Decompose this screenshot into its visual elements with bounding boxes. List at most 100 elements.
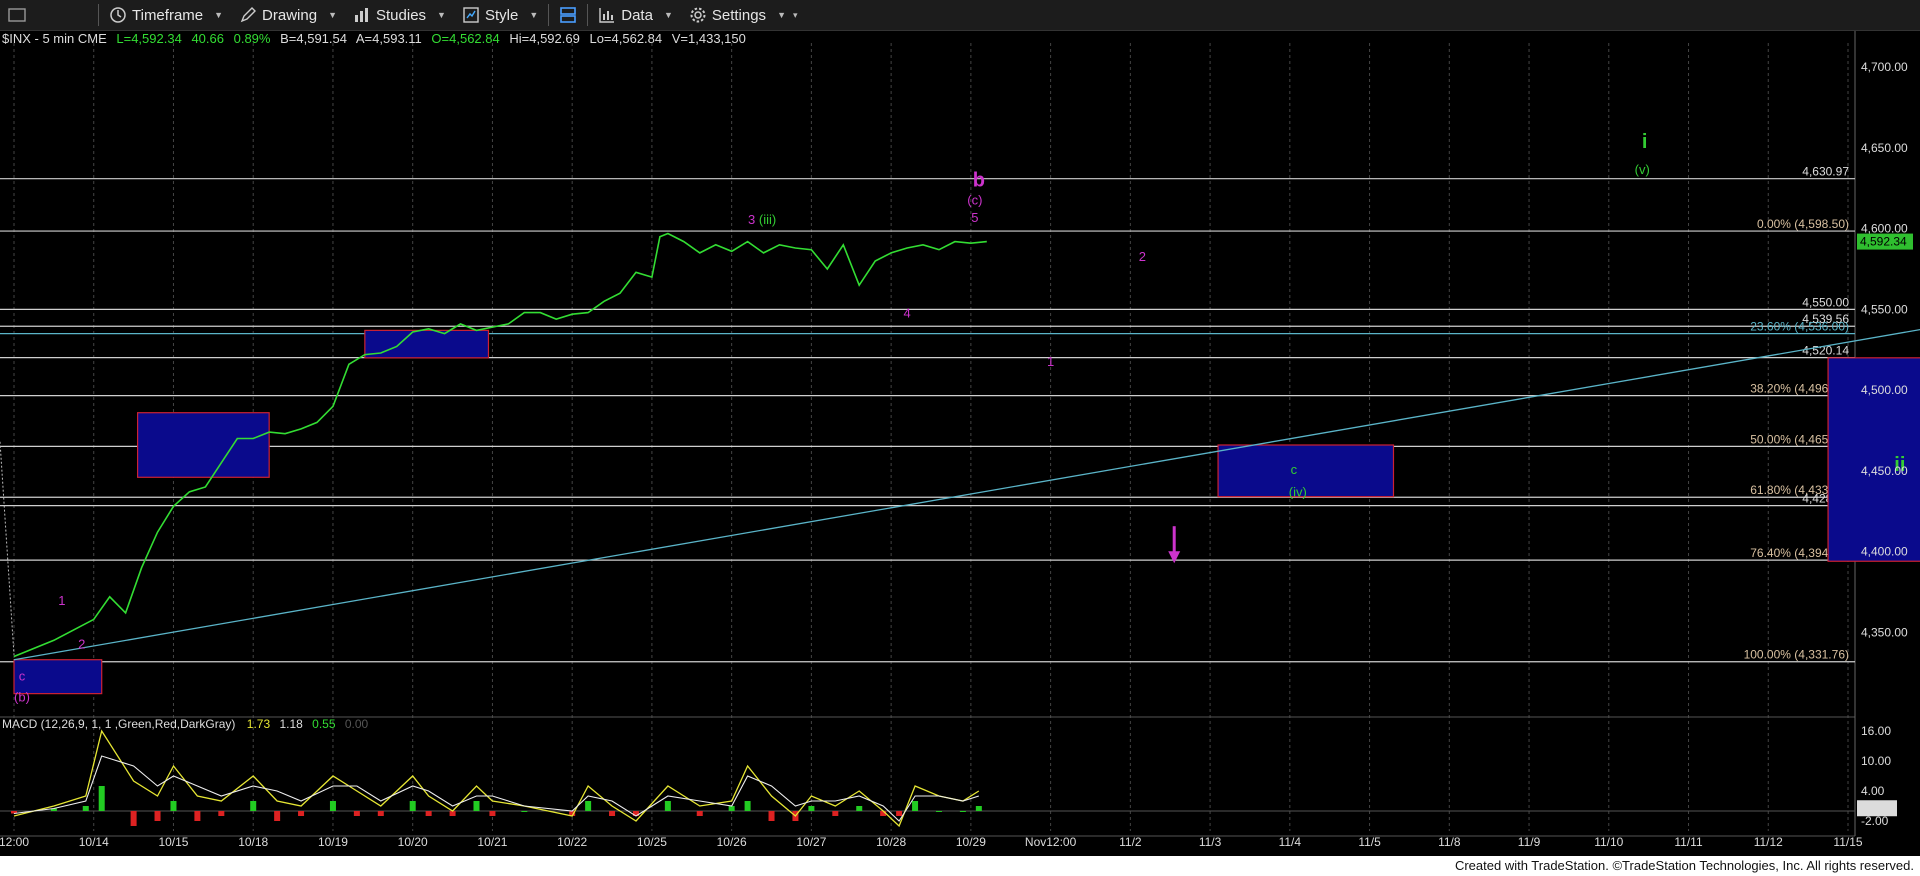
x-tick-label: 11/10 — [1594, 835, 1623, 849]
svg-text:$INX - 5 min CME L=4,592.: $INX - 5 min CME L=4,592.34 40.66 0.89% … — [2, 31, 746, 46]
histogram-bar — [489, 811, 496, 816]
wave-label: 1 — [1047, 354, 1054, 369]
settings-button[interactable]: Settings ▼ ▾ — [681, 0, 806, 30]
axes: 12:00 10/14 10/15 10/18 10/19 10/20 10/21 10/22… — [0, 60, 1913, 849]
layout-icon — [560, 7, 577, 23]
studies-button[interactable]: Studies ▼ — [345, 0, 454, 30]
ask-label: A=4,593.11 — [356, 31, 422, 46]
studies-label: Studies — [376, 6, 427, 24]
style-button[interactable]: Style ▼ — [454, 0, 546, 30]
chevron-down-icon: ▾ — [792, 9, 798, 20]
x-tick-label: 11/9 — [1518, 835, 1541, 849]
histogram-bar — [194, 811, 201, 821]
macd-value-marker — [1857, 800, 1897, 817]
macd-y-tick-label: 4.00 — [1861, 784, 1885, 798]
svg-text:MACD (12,26,9, 1, 1 ,Green,Red: MACD (12,26,9, 1, 1 ,Green,Red,DarkGray)… — [2, 717, 369, 731]
y-tick-label: 4,600.00 — [1861, 222, 1908, 236]
level-label: 38.20% (4,496.60) — [1750, 382, 1849, 396]
prior-wave-line — [0, 441, 15, 655]
drawing-label: Drawing — [262, 6, 318, 24]
drawing-button[interactable]: Drawing ▼ — [231, 0, 345, 30]
wave-label: (iii) — [759, 212, 776, 227]
histogram-bar — [744, 801, 751, 811]
x-tick-label: 10/26 — [717, 835, 747, 849]
level-label: 61.80% (4,433.65) — [1750, 483, 1849, 497]
timeframe-label: Timeframe — [132, 6, 204, 24]
macd-title: MACD (12,26,9, 1, 1 ,Green,Red,DarkGray) — [2, 717, 235, 731]
macd-y-tick-label: 16.00 — [1861, 724, 1891, 738]
level-label: 76.40% (4,394.71) — [1750, 546, 1849, 560]
wave-label: 4 — [903, 305, 910, 320]
histogram-bar — [409, 801, 416, 811]
toolbar-divider — [587, 4, 589, 26]
level-label: 50.00% (4,465.13) — [1750, 432, 1849, 446]
x-tick-label: 11/4 — [1279, 835, 1302, 849]
trendline — [13, 328, 1920, 661]
window-icon — [8, 8, 26, 22]
x-tick-label: 12:00 — [0, 835, 29, 849]
histogram-bar — [11, 811, 17, 814]
y-tick-label: 4,650.00 — [1861, 141, 1908, 155]
layout-button[interactable] — [551, 0, 585, 30]
gear-icon — [690, 7, 706, 23]
settings-label: Settings — [711, 6, 767, 24]
wave-label: (b) — [14, 690, 30, 705]
data-button[interactable]: Data ▼ — [590, 0, 681, 30]
footer-credit: Created with TradeStation. ©TradeStation… — [1454, 858, 1914, 873]
symbol-label: $INX - 5 min CME — [2, 31, 107, 46]
level-label: 4,520.14 — [1802, 344, 1849, 358]
price-line — [13, 232, 987, 658]
x-tick-label: 10/20 — [398, 835, 428, 849]
x-tick-label: 10/21 — [477, 835, 507, 849]
style-label: Style — [484, 6, 519, 24]
histogram-bar — [449, 811, 456, 816]
x-tick-label: 10/19 — [318, 835, 348, 849]
chevron-down-icon: ▼ — [214, 10, 224, 20]
x-tick-label: 10/29 — [956, 835, 986, 849]
y-tick-label: 4,350.00 — [1861, 625, 1908, 639]
data-icon — [599, 8, 615, 23]
wave-label: 5 — [971, 210, 978, 225]
wave-label: 2 — [78, 636, 85, 651]
histogram-bar — [130, 811, 137, 826]
chevron-down-icon: ▼ — [437, 10, 446, 20]
level-label: 4,550.00 — [1802, 295, 1849, 309]
x-tick-label: 11/5 — [1358, 835, 1381, 849]
macd-y-tick-label: -2.00 — [1861, 814, 1889, 828]
histogram-bar — [154, 811, 161, 821]
histogram-bar — [521, 811, 528, 812]
target-box — [1217, 444, 1395, 498]
histogram-value: 0.55 — [312, 717, 336, 731]
x-tick-label: 10/27 — [796, 835, 826, 849]
high-label: Hi=4,592.69 — [509, 31, 579, 46]
histogram-bar — [768, 811, 775, 821]
x-tick-label: Nov12:00 — [1025, 835, 1077, 849]
y-tick-label: 4,550.00 — [1861, 302, 1908, 316]
style-icon — [463, 7, 479, 23]
wave-label: (v) — [1635, 162, 1650, 177]
histogram-bar — [170, 801, 177, 811]
timeframe-button[interactable]: Timeframe ▼ — [101, 0, 231, 30]
histogram-bar — [912, 801, 919, 811]
histogram-bar — [856, 806, 863, 811]
x-tick-label: 10/22 — [557, 835, 587, 849]
signal-value: 1.18 — [279, 717, 303, 731]
studies-icon — [355, 8, 368, 22]
footer: Created with TradeStation. ©TradeStation… — [0, 856, 1920, 876]
histogram-bar — [696, 811, 703, 816]
x-tick-label: 10/15 — [158, 835, 188, 849]
histogram-bar — [935, 811, 942, 812]
x-tick-label: 10/28 — [876, 835, 906, 849]
wave-label: ii — [1894, 454, 1905, 476]
main-plot: 4,630.97 0.00% (4,598.50) 4,550.00 4,539.56… — [0, 131, 1920, 705]
price-chart[interactable]: $INX - 5 min CME L=4,592.34 40.66 0.89% … — [0, 31, 1920, 856]
wave-label: i — [1642, 131, 1648, 153]
window-icon-button[interactable] — [0, 0, 96, 30]
histogram-bar — [353, 811, 360, 816]
target-box — [364, 329, 490, 359]
histogram-bar — [377, 811, 384, 816]
histogram-bar — [832, 811, 839, 816]
change-pct-label: 0.89% — [234, 31, 271, 46]
last-price-axis-label: 4,592.34 — [1860, 235, 1907, 249]
histogram-bar — [425, 811, 432, 816]
